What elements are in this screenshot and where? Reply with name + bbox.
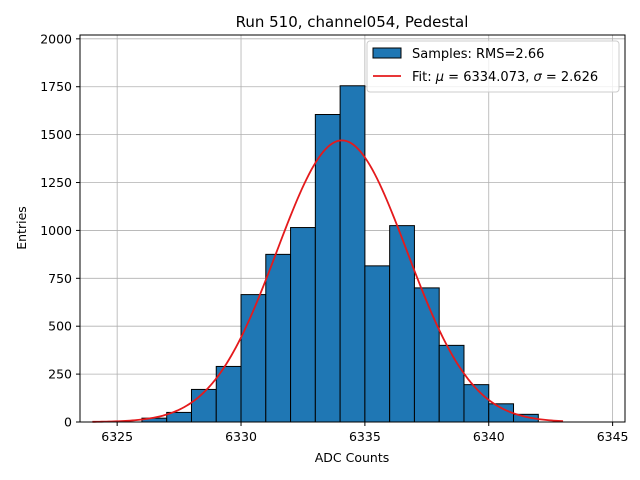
y-tick-label: 250 xyxy=(48,367,72,382)
histogram-bar xyxy=(438,344,465,423)
legend-label-fit: Fit: μ = 6334.073, σ = 2.626 xyxy=(412,70,598,85)
chart-title: Run 510, channel054, Pedestal xyxy=(236,13,469,31)
histogram-bar xyxy=(265,253,292,423)
x-tick-label: 6340 xyxy=(473,429,505,444)
histogram-bar xyxy=(339,85,366,423)
x-tick-label: 6345 xyxy=(597,429,629,444)
y-axis-ticks: 0 250 500 750 1000 1250 1500 1750 2000 xyxy=(40,31,80,430)
legend-fit-sigma-value: = 2.626 xyxy=(542,70,598,85)
x-tick-label: 6330 xyxy=(225,429,257,444)
legend-fit-sigma-symbol: σ xyxy=(534,70,543,85)
x-tick-label: 6325 xyxy=(101,429,133,444)
x-axis-ticks: 6325 6330 6335 6340 6345 xyxy=(101,422,629,444)
legend-swatch-samples xyxy=(372,47,402,59)
y-tick-label: 750 xyxy=(48,271,72,286)
legend: Samples: RMS=2.66 Fit: μ = 6334.073, σ =… xyxy=(366,40,620,93)
y-tick-label: 1250 xyxy=(40,175,72,190)
y-tick-label: 500 xyxy=(48,319,72,334)
y-axis-label: Entries xyxy=(14,206,29,250)
legend-fit-mu-symbol: μ xyxy=(435,70,444,85)
legend-label-samples: Samples: RMS=2.66 xyxy=(412,47,544,62)
legend-fit-mu-value: = 6334.073, xyxy=(444,70,533,85)
y-tick-label: 0 xyxy=(64,415,72,430)
histogram-bar xyxy=(488,403,515,423)
histogram-bar xyxy=(290,227,316,423)
histogram-bar xyxy=(389,225,415,423)
histogram-bar xyxy=(364,265,391,423)
legend-box xyxy=(366,40,620,93)
y-tick-label: 1500 xyxy=(40,127,72,142)
x-axis-label: ADC Counts xyxy=(315,450,390,465)
histogram-bar xyxy=(314,114,341,423)
legend-fit-prefix: Fit: xyxy=(412,70,436,85)
histogram-bar xyxy=(463,384,490,423)
x-tick-label: 6335 xyxy=(349,429,381,444)
y-tick-label: 1000 xyxy=(40,223,72,238)
fit-curve xyxy=(92,139,564,423)
histogram-bars xyxy=(141,85,539,423)
histogram-bar xyxy=(240,294,267,423)
fit-curve-group xyxy=(92,139,564,423)
y-tick-label: 2000 xyxy=(40,31,72,46)
histogram-bar xyxy=(413,287,440,423)
plot-frame xyxy=(79,34,626,423)
histogram-bar xyxy=(190,388,217,423)
y-tick-label: 1750 xyxy=(40,79,72,94)
